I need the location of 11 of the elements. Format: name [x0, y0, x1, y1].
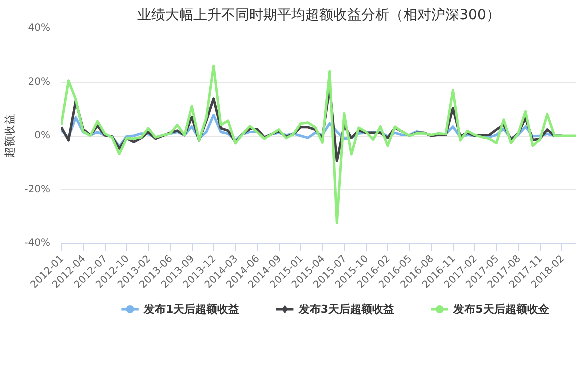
- y-tick-label: -20%: [24, 184, 51, 196]
- chart-title: 业绩大幅上升不同时期平均超额收益分析（相对沪深300）: [138, 8, 500, 24]
- y-tick-label: 20%: [28, 76, 51, 88]
- legend-label: 发布5天后超额收佥: [452, 303, 550, 316]
- y-axis-title: 超额收益: [4, 114, 17, 158]
- y-tick-label: 0%: [34, 130, 51, 142]
- y-tick-label: 40%: [28, 23, 51, 34]
- legend-label: 发布1天后超额收益: [143, 303, 240, 316]
- line-series: [62, 64, 576, 225]
- legend-label: 发布3天后超额收益: [298, 303, 395, 316]
- y-tick-label: -40%: [24, 238, 51, 249]
